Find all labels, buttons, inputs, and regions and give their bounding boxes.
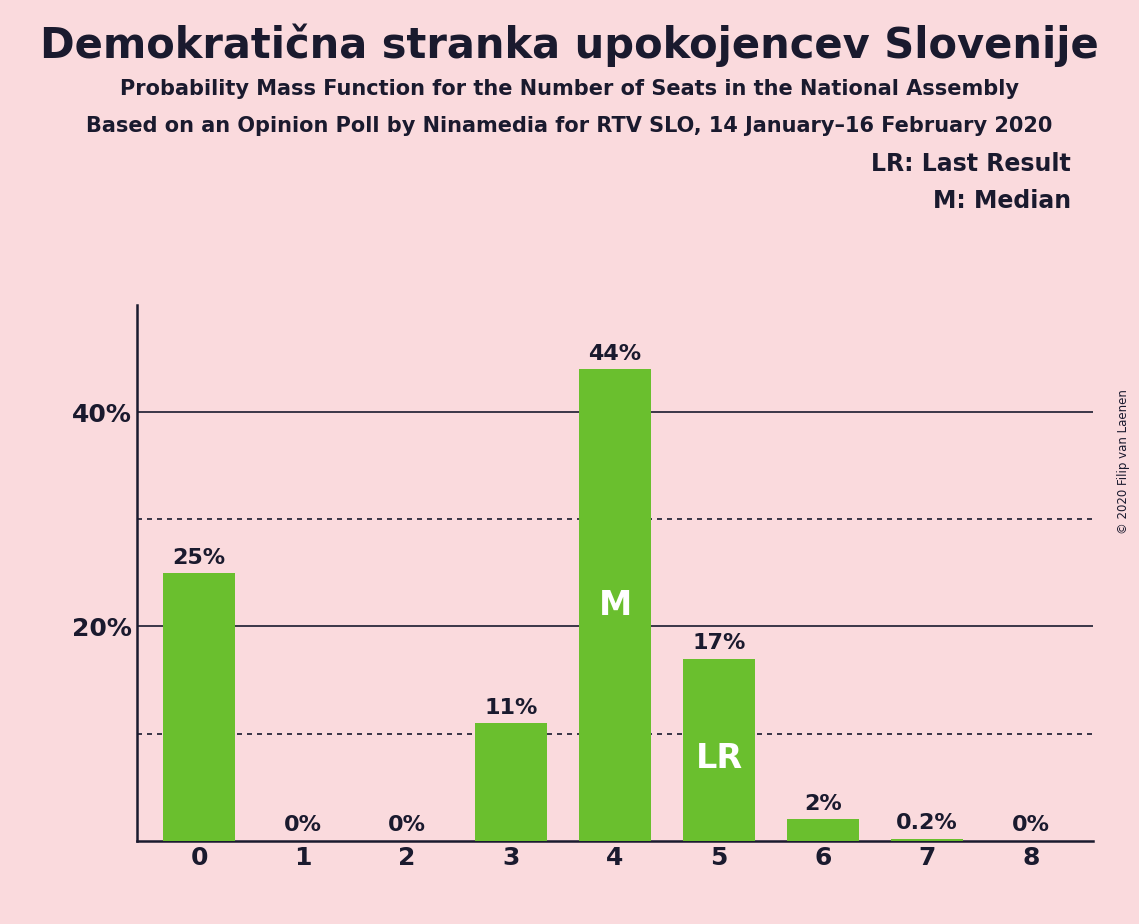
- Text: Based on an Opinion Poll by Ninamedia for RTV SLO, 14 January–16 February 2020: Based on an Opinion Poll by Ninamedia fo…: [87, 116, 1052, 136]
- Bar: [787, 820, 860, 841]
- Text: 0%: 0%: [1013, 816, 1050, 835]
- Text: Demokratična stranka upokojencev Slovenije: Demokratična stranka upokojencev Sloveni…: [40, 23, 1099, 67]
- Text: 11%: 11%: [484, 698, 538, 718]
- Text: Probability Mass Function for the Number of Seats in the National Assembly: Probability Mass Function for the Number…: [120, 79, 1019, 99]
- Text: LR: Last Result: LR: Last Result: [871, 152, 1071, 176]
- Text: 0%: 0%: [388, 816, 426, 835]
- Text: 2%: 2%: [804, 794, 842, 814]
- Bar: [891, 839, 964, 841]
- Bar: [475, 723, 548, 841]
- Text: 44%: 44%: [589, 344, 641, 364]
- Text: M: Median: M: Median: [933, 189, 1071, 213]
- Text: 17%: 17%: [693, 633, 746, 653]
- Text: LR: LR: [696, 742, 743, 775]
- Text: M: M: [598, 589, 632, 622]
- Bar: [579, 370, 652, 841]
- Text: © 2020 Filip van Laenen: © 2020 Filip van Laenen: [1117, 390, 1130, 534]
- Bar: [682, 659, 755, 841]
- Bar: [163, 573, 236, 841]
- Text: 25%: 25%: [172, 548, 226, 567]
- Text: 0%: 0%: [284, 816, 322, 835]
- Text: 0.2%: 0.2%: [896, 813, 958, 833]
